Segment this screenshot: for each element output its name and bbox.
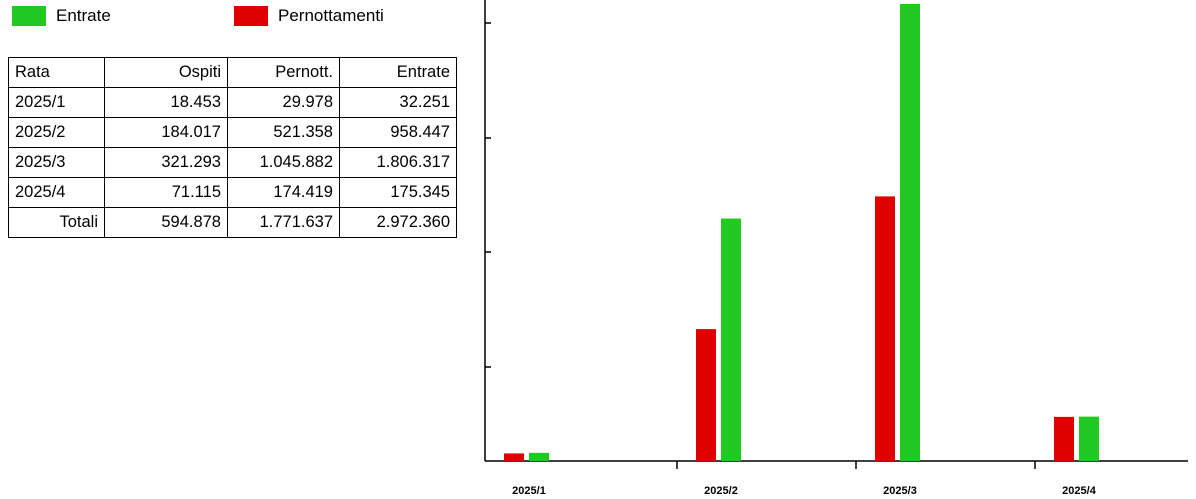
data-table: Rata Ospiti Pernott. Entrate 2025/1 18.4… [8, 57, 457, 238]
bar-entrate-2025-1 [529, 452, 549, 461]
table-row: 2025/1 18.453 29.978 32.251 [8, 87, 457, 118]
bar-entrate-2025-4 [1079, 416, 1099, 461]
table-cell: 1.045.882 [227, 147, 340, 178]
legend-label-pernottamenti: Pernottamenti [278, 6, 384, 25]
table-header-cell: Rata [8, 57, 105, 88]
bar-pernottamenti-2025-1 [504, 453, 524, 461]
table-cell: 2025/1 [8, 87, 105, 118]
table-cell: 2025/3 [8, 147, 105, 178]
table-header-cell: Entrate [339, 57, 457, 88]
bar-pernottamenti-2025-2 [696, 329, 716, 461]
table-cell: 18.453 [104, 87, 228, 118]
x-tick-label: 2025/3 [883, 485, 917, 497]
table-totals-row: Totali 594.878 1.771.637 2.972.360 [8, 207, 457, 238]
table-cell: 174.419 [227, 177, 340, 208]
x-tick-label: 2025/2 [704, 485, 738, 497]
table-total-cell: 2.972.360 [339, 207, 457, 238]
table-cell: 29.978 [227, 87, 340, 118]
x-tick-label: 2025/4 [1062, 485, 1097, 497]
bar-pernottamenti-2025-3 [875, 196, 895, 461]
table-row: 2025/4 71.115 174.419 175.345 [8, 177, 457, 208]
legend-swatch-pernottamenti [234, 6, 268, 26]
legend-item-pernottamenti: Pernottamenti [234, 6, 384, 26]
table-total-cell: 594.878 [104, 207, 228, 238]
legend-label-entrate: Entrate [56, 6, 111, 25]
x-tick-label: 2025/1 [512, 485, 546, 497]
table-total-cell: 1.771.637 [227, 207, 340, 238]
table-cell: 184.017 [104, 117, 228, 148]
table-cell: 521.358 [227, 117, 340, 148]
legend-item-entrate: Entrate [12, 6, 111, 26]
table-cell: 958.447 [339, 117, 457, 148]
table-header-cell: Pernott. [227, 57, 340, 88]
table-cell: 175.345 [339, 177, 457, 208]
table-total-cell: Totali [8, 207, 105, 238]
chart-legend: Entrate Pernottamenti [12, 6, 384, 26]
bar-pernottamenti-2025-4 [1054, 416, 1074, 461]
table-row: 2025/3 321.293 1.045.882 1.806.317 [8, 147, 457, 178]
bar-entrate-2025-2 [721, 218, 741, 461]
table-cell: 321.293 [104, 147, 228, 178]
table-row: 2025/2 184.017 521.358 958.447 [8, 117, 457, 148]
bar-entrate-2025-3 [900, 4, 920, 461]
table-header-row: Rata Ospiti Pernott. Entrate [8, 57, 457, 88]
table-cell: 2025/2 [8, 117, 105, 148]
legend-swatch-entrate [12, 6, 46, 26]
